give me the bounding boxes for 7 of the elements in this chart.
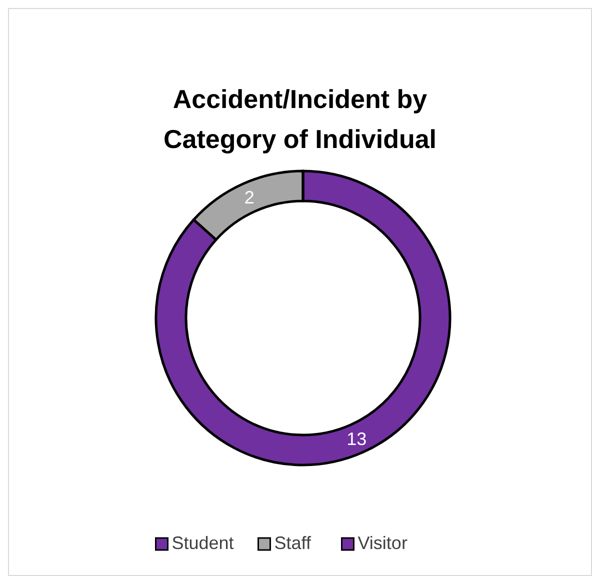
- chart-title: Accident/Incident by Category of Individual: [163, 84, 437, 154]
- legend-label: Visitor: [358, 533, 408, 553]
- legend-label: Staff: [274, 533, 312, 553]
- donut-slice: [154, 170, 452, 466]
- data-label: 2: [244, 188, 254, 208]
- data-label: 13: [346, 428, 367, 449]
- legend-label: Student: [172, 533, 234, 553]
